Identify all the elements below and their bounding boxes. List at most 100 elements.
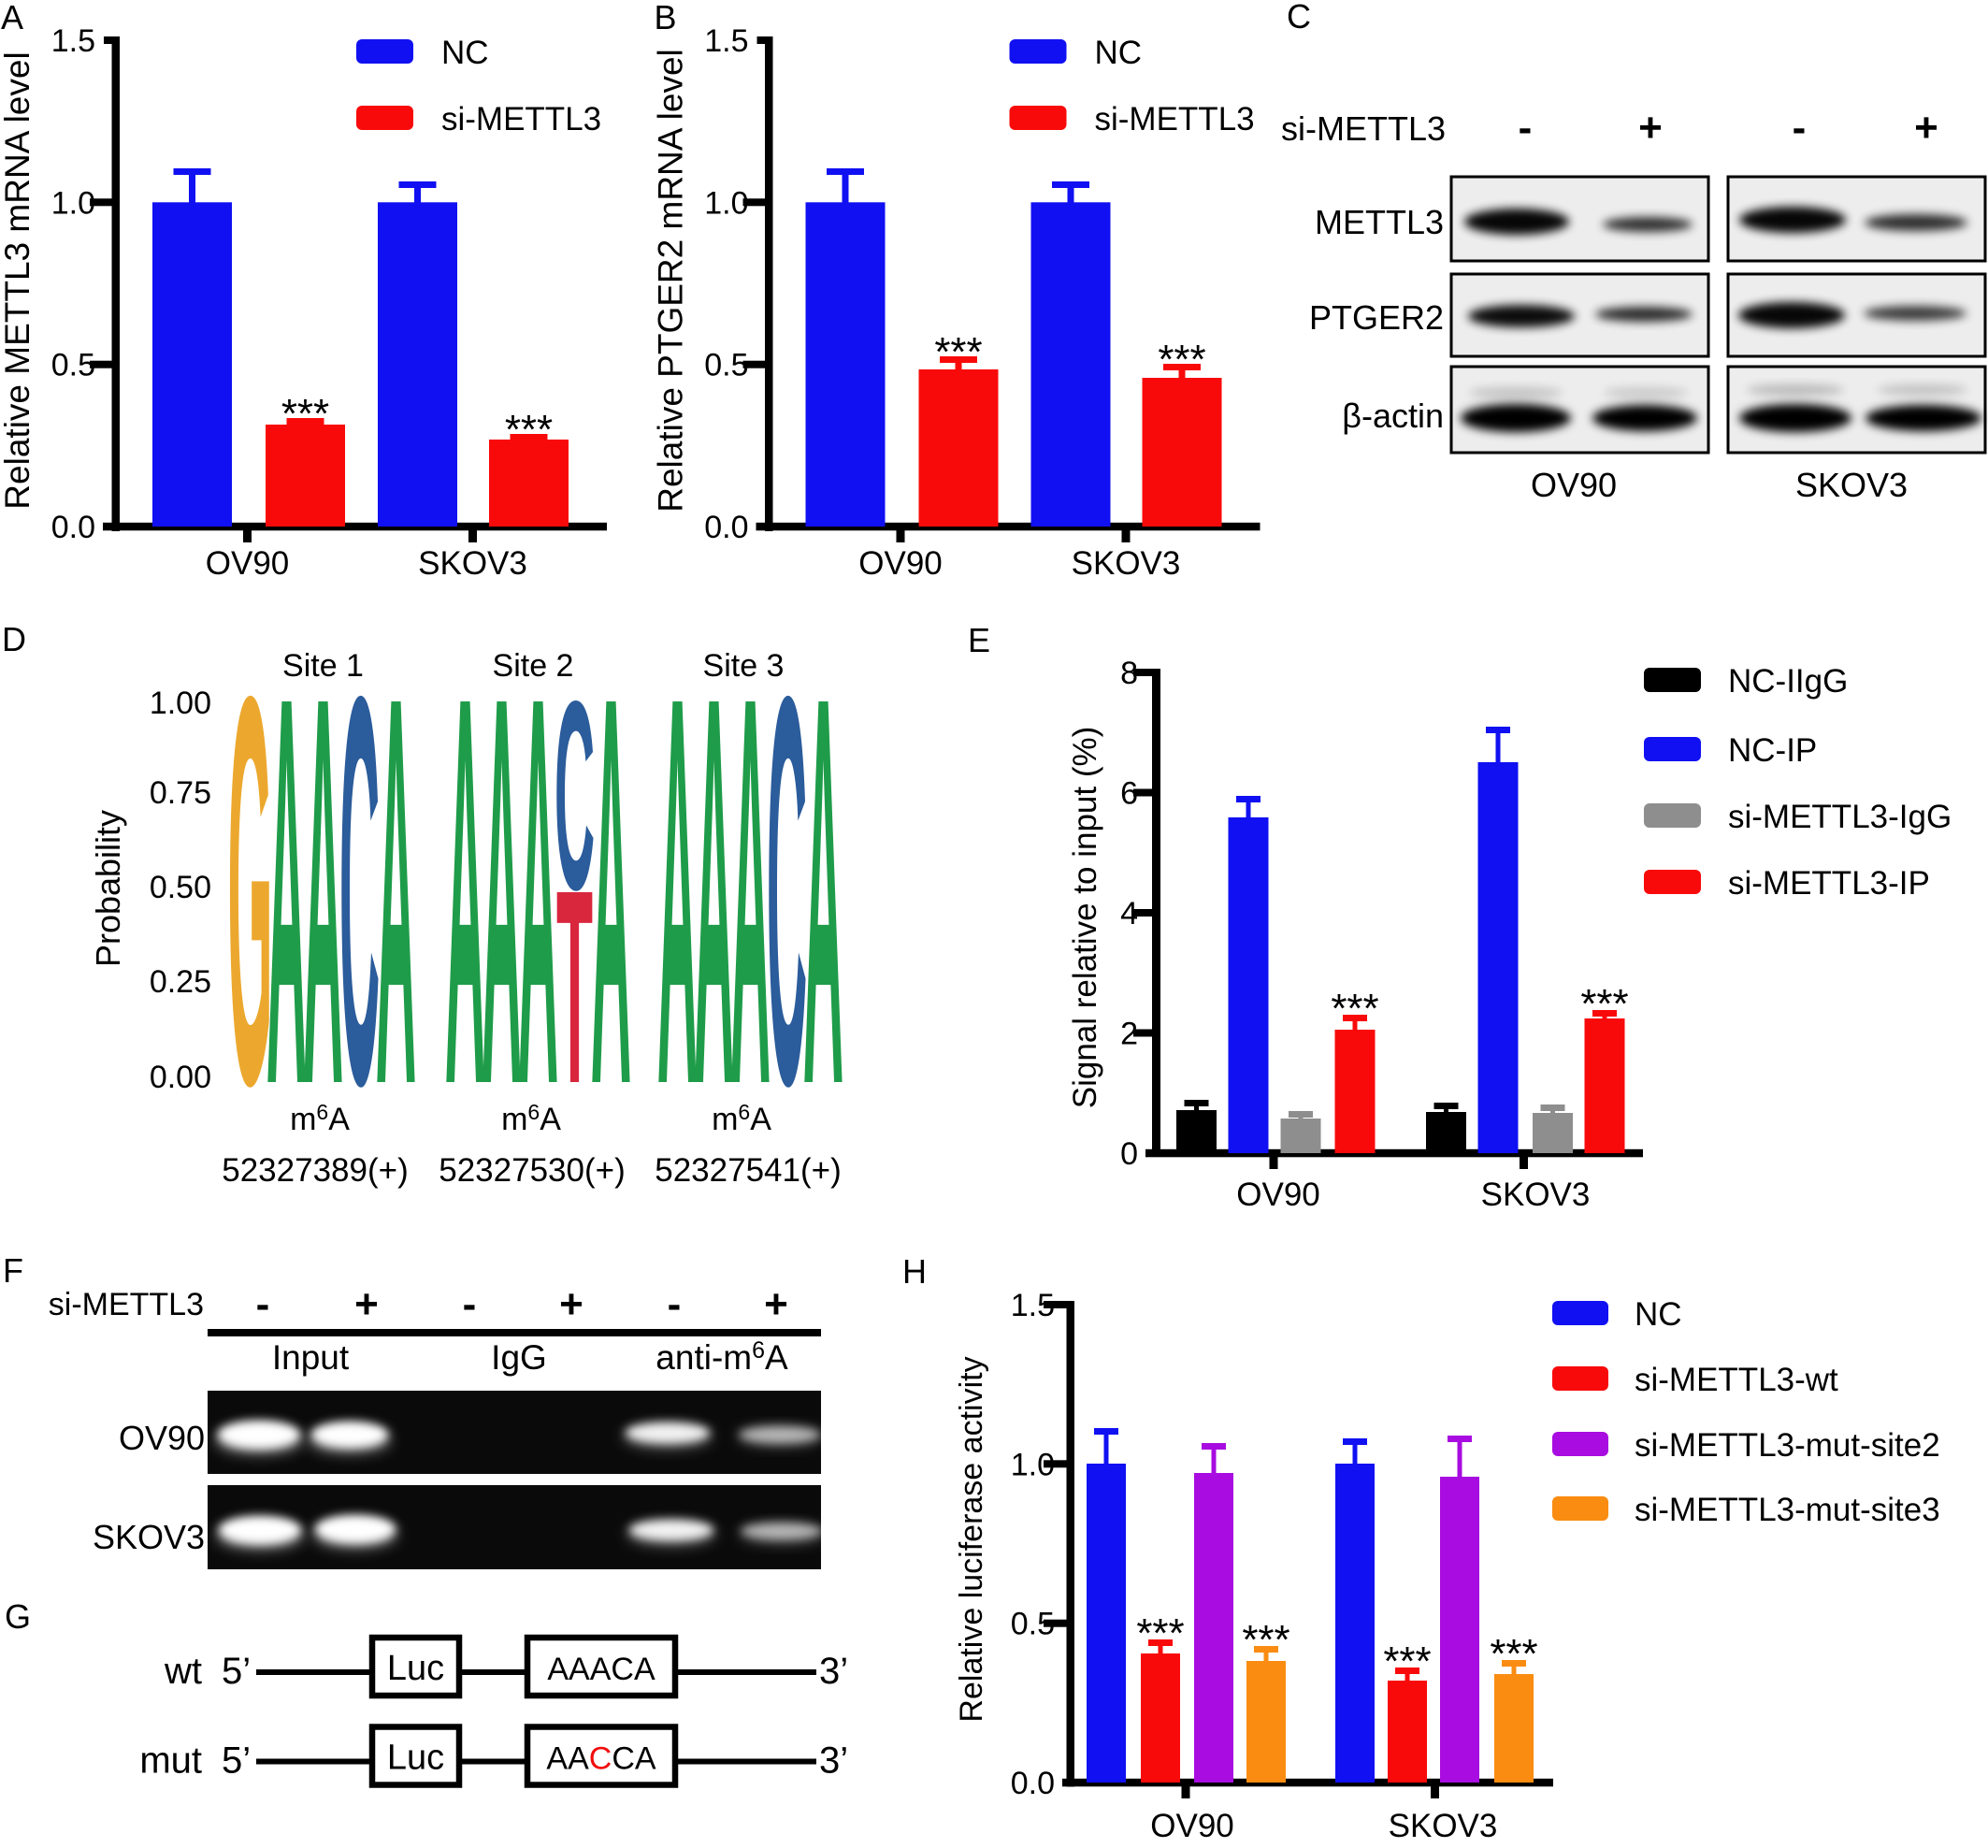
svg-text:si-METTL3-mut-site3: si-METTL3-mut-site3	[1635, 1492, 1940, 1528]
svg-text:52327541(+): 52327541(+)	[655, 1152, 841, 1189]
svg-text:Site 3: Site 3	[703, 648, 785, 684]
svg-text:Luc: Luc	[387, 1739, 444, 1778]
svg-text:0.50: 0.50	[150, 870, 211, 905]
svg-text:AAACA: AAACA	[547, 1652, 655, 1687]
svg-text:3’: 3’	[819, 1740, 848, 1782]
svg-text:A: A	[657, 582, 698, 1200]
svg-text:NC: NC	[441, 35, 489, 71]
svg-text:0.00: 0.00	[150, 1060, 211, 1095]
svg-text:T: T	[556, 834, 593, 1142]
svg-text:+: +	[354, 1281, 379, 1327]
svg-text:5’: 5’	[222, 1651, 251, 1692]
svg-text:52327530(+): 52327530(+)	[439, 1152, 625, 1189]
svg-text:si-METTL3: si-METTL3	[441, 101, 601, 137]
svg-text:C: C	[339, 582, 380, 1200]
svg-text:OV90: OV90	[1531, 466, 1617, 504]
svg-text:+: +	[559, 1281, 583, 1327]
svg-text:si-METTL3-mut-site2: si-METTL3-mut-site2	[1635, 1427, 1940, 1464]
svg-text:C: C	[767, 582, 807, 1200]
svg-text:0.0: 0.0	[1011, 1766, 1055, 1801]
svg-text:SKOV3: SKOV3	[1389, 1808, 1498, 1843]
svg-text:SKOV3: SKOV3	[1072, 545, 1181, 582]
svg-text:-: -	[1519, 105, 1533, 151]
svg-text:+: +	[1638, 105, 1663, 151]
svg-text:mut: mut	[139, 1740, 202, 1782]
svg-text:A: A	[1, 0, 23, 36]
svg-text:2: 2	[1120, 1017, 1138, 1052]
svg-text:Signal relative to input (%): Signal relative to input (%)	[1067, 727, 1103, 1109]
svg-text:si-METTL3-wt: si-METTL3-wt	[1635, 1362, 1838, 1398]
svg-text:A: A	[591, 582, 631, 1200]
svg-text:6: 6	[1120, 776, 1138, 812]
svg-text:β-actin: β-actin	[1342, 397, 1444, 435]
svg-text:NC-IP: NC-IP	[1728, 732, 1817, 769]
svg-text:A: A	[482, 582, 522, 1200]
svg-text:Input: Input	[272, 1338, 350, 1377]
svg-text:***: ***	[1136, 1610, 1184, 1656]
svg-text:si-METTL3-IP: si-METTL3-IP	[1728, 865, 1930, 902]
svg-text:si-METTL3: si-METTL3	[1095, 101, 1255, 137]
svg-text:1.5: 1.5	[704, 23, 748, 59]
svg-text:Relative luciferase activity: Relative luciferase activity	[954, 1356, 989, 1722]
svg-text:1.5: 1.5	[51, 23, 95, 59]
svg-text:52327389(+): 52327389(+)	[222, 1152, 408, 1189]
svg-text:H: H	[902, 1252, 927, 1291]
svg-text:0: 0	[1120, 1136, 1138, 1172]
svg-text:***: ***	[934, 329, 982, 375]
svg-text:A: A	[803, 582, 843, 1200]
svg-text:A: A	[267, 582, 307, 1200]
svg-text:A: A	[376, 582, 416, 1200]
svg-text:m6A: m6A	[501, 1100, 561, 1137]
svg-text:***: ***	[1383, 1639, 1431, 1684]
svg-text:C: C	[555, 646, 595, 946]
svg-text:Site 1: Site 1	[282, 648, 364, 684]
svg-text:Relative METTL3 mRNA level: Relative METTL3 mRNA level	[0, 51, 36, 509]
svg-text:0.25: 0.25	[150, 964, 211, 1000]
svg-text:***: ***	[1158, 337, 1205, 383]
svg-text:0.0: 0.0	[51, 510, 95, 545]
svg-text:m6A: m6A	[712, 1100, 771, 1137]
svg-text:B: B	[655, 0, 677, 36]
svg-text:SKOV3: SKOV3	[1795, 466, 1908, 504]
svg-text:SKOV3: SKOV3	[1481, 1177, 1591, 1213]
svg-text:IgG: IgG	[491, 1338, 547, 1377]
svg-text:F: F	[3, 1251, 23, 1290]
svg-text:-: -	[463, 1281, 477, 1327]
svg-text:A: A	[445, 582, 485, 1200]
svg-text:1.0: 1.0	[704, 185, 748, 221]
svg-text:0.5: 0.5	[51, 348, 95, 383]
svg-text:A: A	[518, 582, 558, 1200]
svg-text:***: ***	[1331, 986, 1378, 1032]
svg-text:-: -	[668, 1281, 682, 1327]
svg-text:G: G	[5, 1597, 31, 1636]
svg-text:NC: NC	[1635, 1296, 1682, 1333]
svg-text:5’: 5’	[222, 1740, 251, 1782]
svg-text:Relative PTGER2 mRNA level: Relative PTGER2 mRNA level	[652, 49, 690, 513]
svg-text:OV90: OV90	[1150, 1808, 1234, 1843]
svg-text:A: A	[730, 582, 771, 1200]
svg-text:anti-m6A: anti-m6A	[655, 1337, 788, 1377]
svg-text:1.0: 1.0	[51, 185, 95, 221]
svg-text:SKOV3: SKOV3	[93, 1518, 205, 1556]
svg-text:-: -	[1793, 105, 1807, 151]
svg-text:0.0: 0.0	[704, 510, 748, 545]
svg-text:PTGER2: PTGER2	[1309, 298, 1444, 337]
svg-text:NC: NC	[1095, 35, 1143, 71]
svg-text:Probability: Probability	[89, 810, 127, 967]
svg-text:***: ***	[1490, 1631, 1537, 1677]
svg-text:D: D	[2, 620, 26, 658]
svg-text:AACCA: AACCA	[546, 1741, 655, 1777]
svg-text:+: +	[764, 1281, 788, 1327]
svg-text:-: -	[256, 1281, 270, 1327]
svg-text:C: C	[1287, 0, 1311, 36]
svg-text:***: ***	[1242, 1617, 1289, 1663]
svg-text:Luc: Luc	[387, 1649, 444, 1688]
svg-text:E: E	[968, 621, 990, 659]
svg-text:***: ***	[281, 391, 329, 437]
svg-text:A: A	[694, 582, 734, 1200]
svg-text:OV90: OV90	[858, 545, 943, 582]
svg-text:si-METTL3: si-METTL3	[49, 1287, 204, 1322]
svg-text:m6A: m6A	[290, 1100, 350, 1137]
svg-text:0.5: 0.5	[704, 348, 748, 383]
svg-text:OV90: OV90	[206, 545, 290, 582]
